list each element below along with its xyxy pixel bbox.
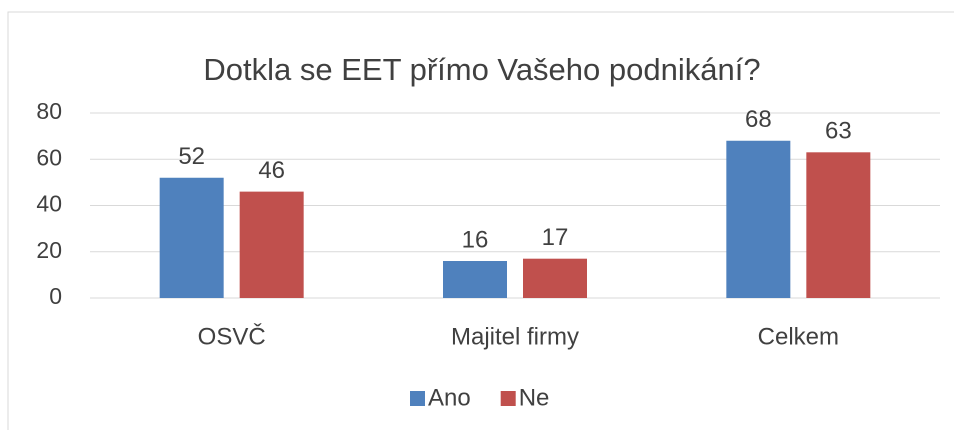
y-tick-label: 80	[36, 98, 62, 124]
data-label: 52	[178, 143, 205, 170]
data-label: 17	[542, 224, 569, 251]
data-label: 16	[462, 226, 489, 253]
x-tick-label: Celkem	[758, 323, 839, 350]
bar	[523, 258, 587, 298]
chart-title: Dotkla se EET přímo Vašeho podnikání?	[203, 52, 760, 87]
legend-label: Ano	[428, 384, 471, 411]
data-label: 46	[258, 157, 285, 184]
bar	[159, 177, 224, 298]
legend-swatch	[500, 391, 516, 406]
y-tick-label: 0	[49, 283, 62, 309]
y-tick-label: 20	[36, 237, 62, 263]
bar	[443, 261, 507, 298]
bar	[806, 152, 871, 298]
bar	[726, 140, 791, 298]
bar	[239, 191, 304, 298]
legend-label: Ne	[519, 384, 550, 411]
data-label: 63	[825, 118, 852, 145]
y-tick-label: 60	[36, 144, 62, 170]
x-tick-label: OSVČ	[198, 322, 266, 350]
data-label: 68	[745, 106, 772, 133]
y-tick-label: 40	[36, 191, 62, 217]
legend-swatch	[410, 391, 425, 406]
x-tick-label: Majitel firmy	[451, 323, 579, 350]
